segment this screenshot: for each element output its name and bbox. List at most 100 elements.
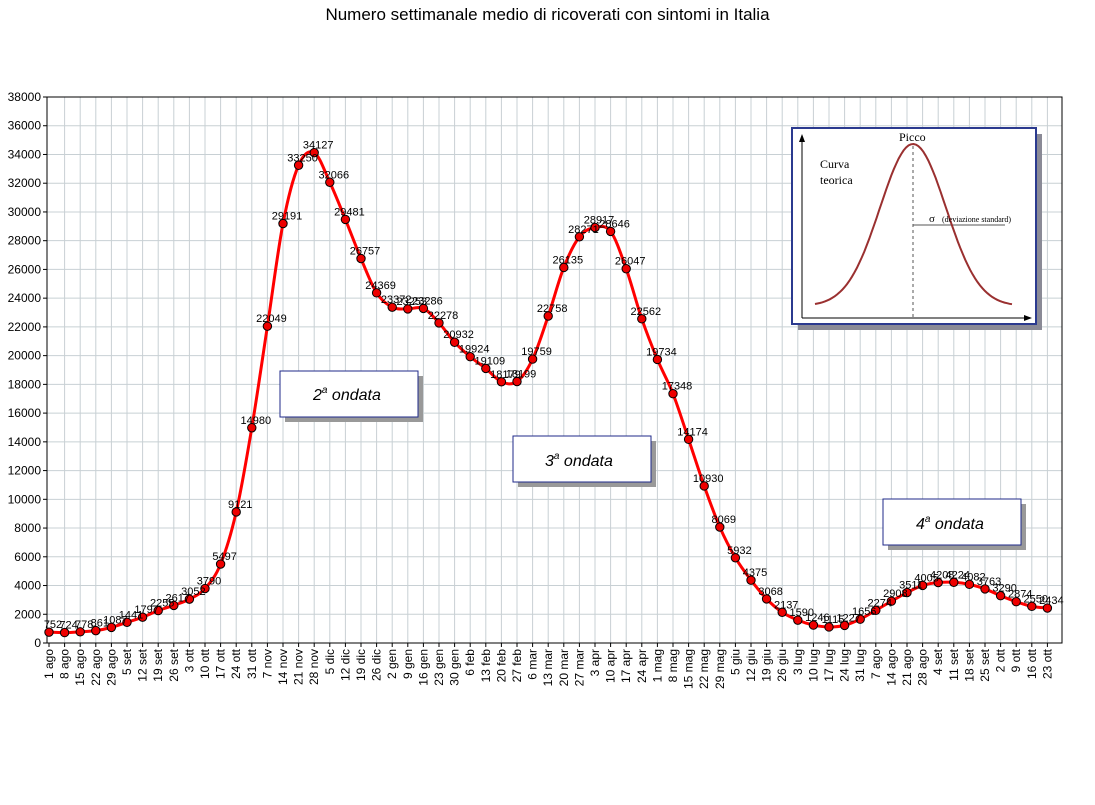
x-tick-label: 31 lug — [853, 649, 867, 682]
data-point — [434, 318, 444, 328]
data-label: 3790 — [197, 576, 221, 588]
data-point — [527, 354, 538, 364]
data-point — [231, 507, 241, 517]
data-point — [995, 591, 1006, 601]
data-label: 19759 — [521, 346, 552, 358]
data-label: 2908 — [883, 588, 907, 600]
data-point — [44, 627, 54, 637]
data-label: 1590 — [790, 607, 814, 619]
x-tick-label: 2 gen — [385, 649, 399, 679]
x-tick-label: 27 feb — [510, 649, 524, 683]
data-point — [387, 302, 397, 312]
data-label: 4005 — [914, 572, 938, 584]
x-tick-label: 8 ago — [58, 649, 72, 679]
data-point — [699, 481, 709, 491]
x-tick-label: 5 giu — [728, 649, 742, 675]
data-label: 2274 — [868, 597, 892, 609]
data-label: 14980 — [241, 415, 272, 427]
x-tick-label: 2 ott — [994, 648, 1008, 672]
x-tick-label: 24 lug — [838, 649, 852, 682]
wave-2-annotation: 2a ondata — [279, 370, 423, 422]
data-point — [777, 607, 787, 617]
x-tick-label: 12 set — [136, 648, 150, 681]
x-tick-label: 28 nov — [307, 649, 321, 685]
data-label: 1441 — [119, 609, 143, 621]
y-tick-label: 10000 — [8, 492, 42, 506]
y-tick-label: 12000 — [8, 464, 42, 478]
data-point — [91, 625, 101, 636]
data-label: 1797 — [134, 604, 158, 616]
data-point — [496, 377, 507, 387]
data-label: 1227 — [836, 612, 860, 624]
x-tick-label: 13 feb — [479, 649, 493, 683]
data-label: 3511 — [899, 580, 923, 592]
x-tick-label: 14 ago — [884, 649, 898, 686]
data-point — [964, 579, 975, 590]
y-tick-label: 20000 — [8, 349, 42, 363]
x-tick-label: 4 set — [931, 648, 945, 675]
data-label: 8069 — [712, 514, 736, 526]
data-point — [1027, 601, 1037, 612]
y-tick-label: 2000 — [14, 607, 41, 621]
wave-3-label: 3a ondata — [545, 451, 613, 470]
data-point — [886, 596, 897, 606]
data-point — [933, 577, 943, 588]
wave-2-label: 2a ondata — [312, 385, 381, 404]
data-point — [371, 288, 382, 298]
x-tick-label: 16 gen — [416, 649, 430, 686]
x-tick-label: 26 dic — [370, 649, 384, 681]
data-label: 752 — [44, 619, 62, 631]
x-tick-label: 29 mag — [713, 649, 727, 689]
x-tick-label: 7 nov — [260, 649, 274, 678]
x-tick-label: 22 ago — [89, 649, 103, 686]
y-tick-label: 38000 — [8, 90, 42, 104]
y-tick-label: 30000 — [8, 205, 42, 219]
x-tick-label: 20 feb — [494, 649, 508, 683]
y-tick-label: 26000 — [8, 262, 42, 276]
data-label: 4208 — [930, 570, 954, 582]
data-label: 23253 — [397, 296, 428, 308]
data-label: 3068 — [758, 586, 782, 598]
data-point — [855, 614, 865, 624]
x-tick-label: 1 ago — [42, 649, 56, 679]
x-tick-label: 15 mag — [682, 649, 696, 689]
x-tick-label: 10 apr — [604, 649, 618, 683]
data-label: 23286 — [412, 295, 443, 307]
data-point — [715, 522, 725, 532]
data-point — [137, 612, 148, 622]
data-label: 26047 — [615, 256, 646, 268]
y-tick-label: 0 — [34, 636, 41, 650]
y-tick-label: 14000 — [8, 435, 42, 449]
data-point — [293, 160, 304, 170]
x-tick-label: 9 ott — [1009, 648, 1023, 672]
data-label: 29481 — [334, 206, 365, 218]
data-label: 4375 — [743, 567, 767, 579]
inset-curve-label-1: Curva — [820, 157, 850, 171]
data-label: 22049 — [256, 313, 287, 325]
data-point — [917, 580, 928, 591]
y-tick-label: 22000 — [8, 320, 42, 334]
data-point — [793, 615, 803, 625]
x-tick-label: 20 mar — [557, 649, 571, 686]
data-label: 9121 — [228, 499, 252, 511]
y-tick-label: 6000 — [14, 550, 41, 564]
data-point — [325, 177, 335, 187]
data-label: 724 — [59, 620, 77, 632]
x-tick-label: 3 lug — [791, 649, 805, 675]
x-tick-label: 6 mar — [526, 649, 540, 680]
inset-peak-label: Picco — [899, 130, 926, 144]
data-point — [605, 226, 616, 237]
y-tick-label: 16000 — [8, 406, 42, 420]
data-label: 17348 — [662, 381, 693, 393]
x-tick-label: 19 giu — [760, 649, 774, 682]
data-point — [621, 264, 631, 274]
data-label: 3290 — [992, 583, 1016, 595]
inset-x-arrow — [1024, 315, 1032, 321]
data-point — [543, 311, 553, 321]
data-label: 29191 — [272, 211, 303, 223]
data-point — [465, 352, 475, 362]
data-label: 28646 — [599, 218, 630, 230]
x-tick-label: 21 nov — [292, 649, 306, 685]
data-label: 2255 — [150, 598, 174, 610]
